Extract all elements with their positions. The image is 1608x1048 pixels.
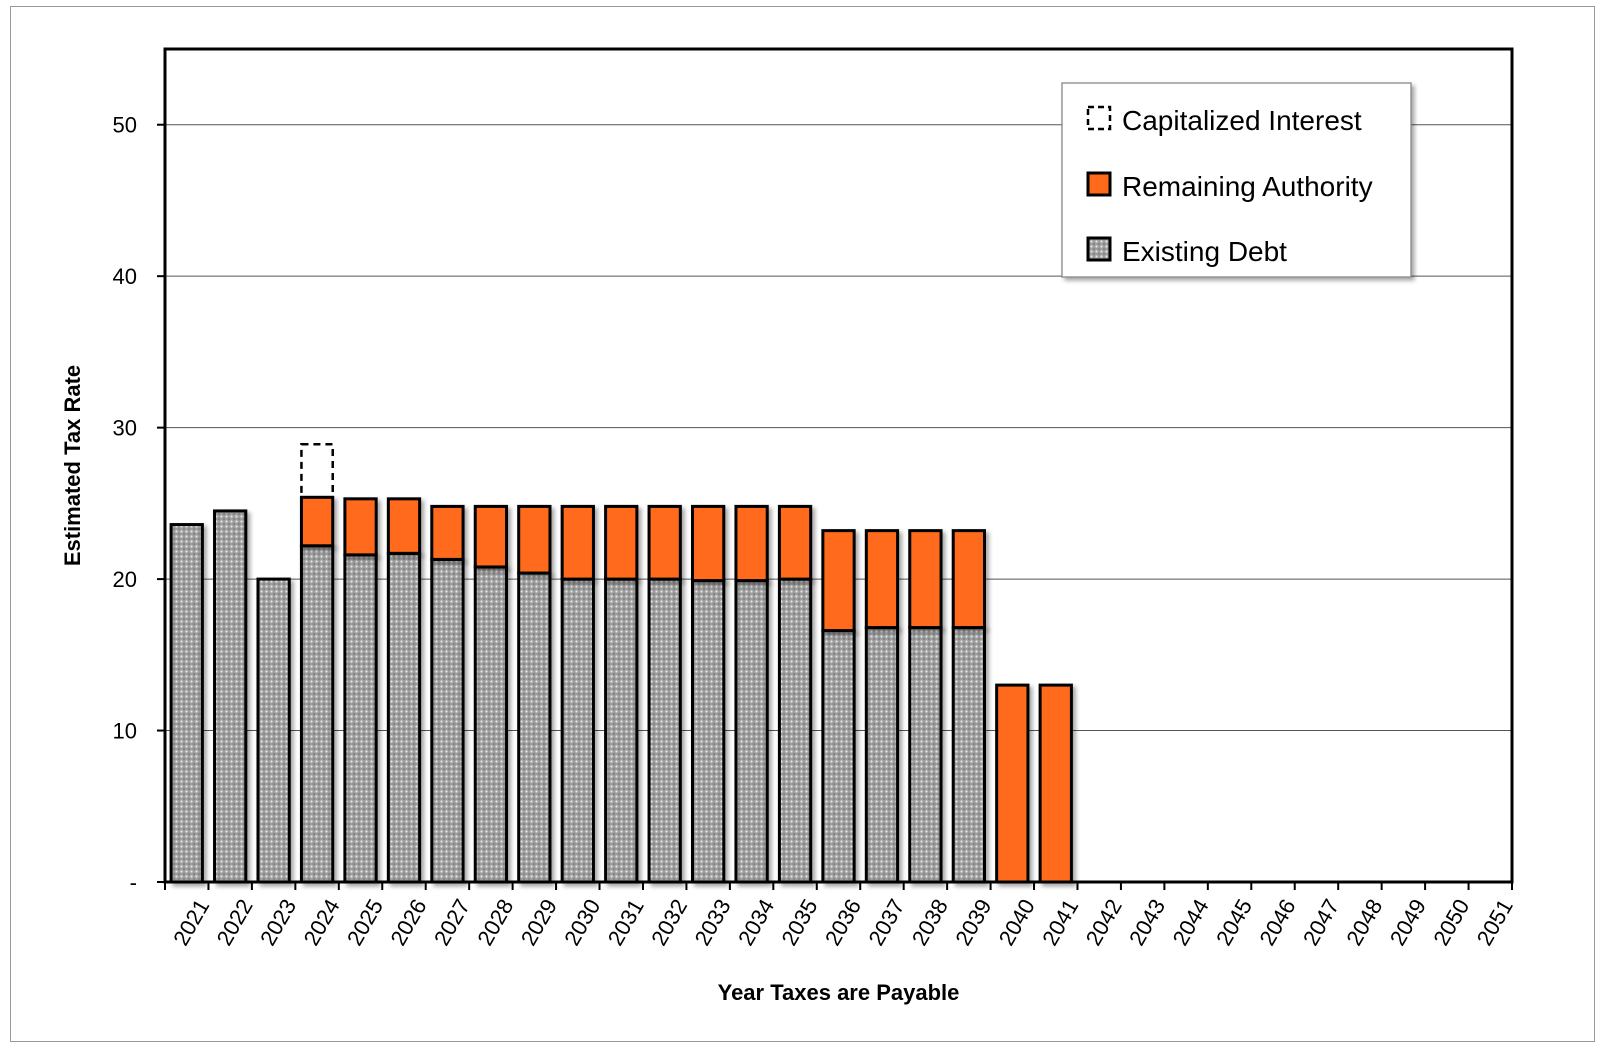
legend-swatch-capitalized-interest <box>1086 105 1112 131</box>
legend-label-existing-debt: Existing Debt <box>1122 236 1287 267</box>
bar-existing-debt <box>517 571 552 884</box>
x-axis-title: Year Taxes are Payable <box>718 980 960 1005</box>
x-tick-label: 2040 <box>994 895 1040 950</box>
legend-label-capitalized-interest: Capitalized Interest <box>1122 105 1362 136</box>
x-tick-label: 2030 <box>559 895 605 950</box>
bar-remaining-authority <box>691 504 726 583</box>
bars <box>169 443 1073 884</box>
y-tick-label: 30 <box>113 416 137 441</box>
bar-existing-debt <box>213 509 248 884</box>
bar-remaining-authority <box>604 504 639 581</box>
x-tick-label: 2026 <box>385 895 431 950</box>
x-tick-label: 2033 <box>690 895 736 950</box>
x-tick-label: 2038 <box>907 895 953 950</box>
bar-remaining-authority <box>951 529 986 630</box>
bar-existing-debt <box>821 629 856 884</box>
x-tick-label: 2032 <box>646 895 692 950</box>
bar-existing-debt <box>299 544 335 884</box>
bar-existing-debt <box>864 626 900 884</box>
bar-existing-debt <box>560 577 595 884</box>
y-tick-label: - <box>130 870 137 895</box>
bar-existing-debt <box>604 577 639 884</box>
x-tick-label: 2037 <box>863 895 909 950</box>
bar-remaining-authority <box>343 497 378 557</box>
x-tick-label: 2024 <box>299 895 345 950</box>
x-tick-label: 2022 <box>212 895 258 950</box>
x-tick-label: 2044 <box>1168 895 1214 950</box>
bar-remaining-authority <box>734 504 769 583</box>
bar-remaining-authority <box>777 504 813 581</box>
bar-remaining-authority <box>560 504 595 581</box>
x-tick-label: 2028 <box>472 895 518 950</box>
x-tick-label: 2027 <box>429 895 475 950</box>
bar-existing-debt <box>951 626 986 884</box>
bar-remaining-authority <box>995 683 1030 884</box>
x-tick-label: 2047 <box>1298 895 1344 950</box>
y-axis-title: Estimated Tax Rate <box>60 365 85 566</box>
bar-existing-debt <box>473 565 509 884</box>
legend-swatch-existing-debt <box>1086 236 1112 262</box>
bar-existing-debt <box>343 553 378 884</box>
x-axis: 2021202220232024202520262027202820292030… <box>164 882 1518 950</box>
y-tick-label: 40 <box>113 264 137 289</box>
bar-remaining-authority <box>821 529 856 633</box>
bar-remaining-authority <box>908 529 943 630</box>
x-tick-label: 2036 <box>820 895 866 950</box>
bar-existing-debt <box>647 577 682 884</box>
plot-area-border <box>163 47 1514 884</box>
bar-existing-debt <box>691 579 726 884</box>
bar-remaining-authority <box>517 504 552 575</box>
x-tick-label: 2035 <box>776 895 822 950</box>
x-tick-label: 2048 <box>1341 895 1387 950</box>
y-axis: - 10 20 30 40 50 <box>113 113 165 895</box>
legend: Capitalized Interest Remaining Authority… <box>1061 82 1412 278</box>
legend-swatch-remaining-authority <box>1086 171 1112 197</box>
chart-frame <box>10 6 1595 1042</box>
bar-existing-debt <box>169 523 204 884</box>
x-tick-label: 2042 <box>1081 895 1127 950</box>
bar-existing-debt <box>256 577 291 884</box>
x-tick-label: 2051 <box>1472 895 1518 950</box>
bar-remaining-authority <box>1038 683 1073 884</box>
bar-remaining-authority <box>299 495 335 548</box>
bar-remaining-authority <box>430 504 465 561</box>
bar-existing-debt <box>430 557 465 884</box>
bar-remaining-authority <box>386 497 422 555</box>
legend-label-remaining-authority: Remaining Authority <box>1122 171 1373 202</box>
bar-existing-debt <box>386 551 422 884</box>
bar-remaining-authority <box>473 504 509 569</box>
x-tick-label: 2021 <box>168 895 214 950</box>
x-tick-label: 2046 <box>1254 895 1300 950</box>
bar-capitalized-interest <box>300 443 334 499</box>
bar-existing-debt <box>777 577 813 884</box>
x-tick-label: 2031 <box>603 895 649 950</box>
x-tick-label: 2039 <box>950 895 996 950</box>
bar-remaining-authority <box>864 529 900 630</box>
y-tick-label: 20 <box>113 567 137 592</box>
x-tick-label: 2043 <box>1124 895 1170 950</box>
x-tick-label: 2034 <box>733 895 779 950</box>
x-tick-label: 2041 <box>1037 895 1083 950</box>
bar-existing-debt <box>908 626 943 884</box>
x-tick-label: 2029 <box>516 895 562 950</box>
legend-box <box>1061 82 1412 278</box>
x-tick-label: 2025 <box>342 895 388 950</box>
x-tick-label: 2049 <box>1385 895 1431 950</box>
x-tick-label: 2023 <box>255 895 301 950</box>
x-tick-label: 2045 <box>1211 895 1257 950</box>
bar-remaining-authority <box>647 504 682 581</box>
y-tick-label: 10 <box>113 719 137 744</box>
y-tick-label: 50 <box>113 113 137 138</box>
x-tick-label: 2050 <box>1428 895 1474 950</box>
bar-existing-debt <box>734 579 769 884</box>
